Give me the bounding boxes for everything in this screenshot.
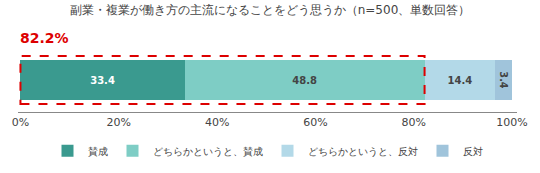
svg-text:20%: 20%: [107, 116, 131, 129]
svg-text:60%: 60%: [303, 116, 327, 129]
svg-text:反対: 反対: [463, 146, 483, 157]
svg-text:33.4: 33.4: [90, 75, 115, 86]
svg-text:3.4: 3.4: [498, 71, 509, 88]
svg-text:48.8: 48.8: [292, 75, 317, 86]
svg-text:0%: 0%: [12, 116, 29, 129]
svg-text:副業・複業が働き方の主流になることをどう思うか（n=500、: 副業・複業が働き方の主流になることをどう思うか（n=500、単数回答）: [70, 3, 471, 17]
svg-text:どちらかというと、反対: どちらかというと、反対: [308, 146, 418, 157]
svg-text:100%: 100%: [496, 116, 527, 129]
svg-text:82.2%: 82.2%: [20, 30, 69, 46]
svg-text:どちらかというと、賛成: どちらかというと、賛成: [153, 146, 263, 157]
svg-text:80%: 80%: [402, 116, 426, 129]
svg-text:賛成: 賛成: [88, 146, 108, 157]
svg-text:14.4: 14.4: [448, 75, 473, 86]
svg-text:40%: 40%: [205, 116, 229, 129]
